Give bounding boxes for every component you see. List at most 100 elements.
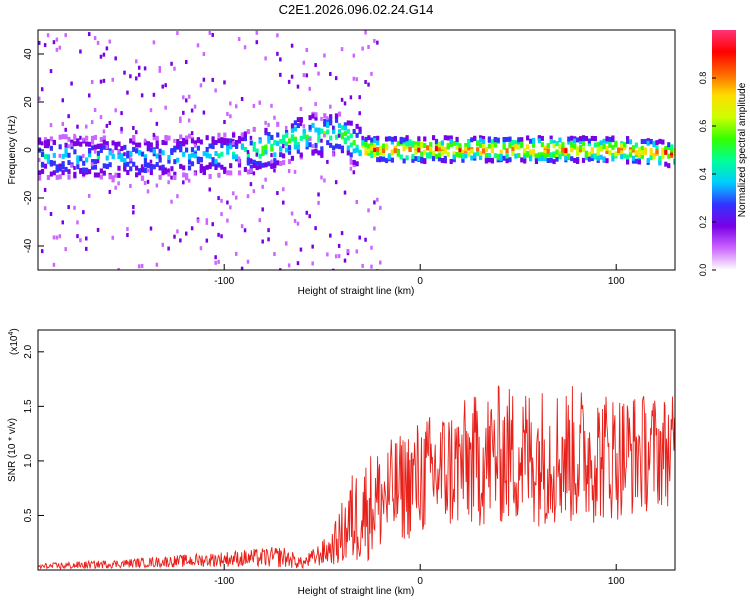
heatmap-cell — [229, 205, 232, 210]
heatmap-cell — [132, 136, 136, 142]
heatmap-cell — [599, 140, 603, 146]
snr-multiplier-base: (x10 — [9, 335, 20, 355]
heatmap-cell — [82, 160, 86, 166]
heatmap-cell — [284, 125, 288, 130]
heatmap-cell — [526, 152, 530, 158]
heatmap-cell — [620, 143, 624, 149]
heatmap-cell — [396, 141, 400, 147]
heatmap-cell — [479, 137, 483, 143]
heatmap-cell — [408, 141, 412, 147]
heatmap-cell — [305, 139, 309, 145]
heatmap-cell — [487, 143, 492, 149]
heatmap-cell — [528, 138, 533, 144]
heatmap-cell — [73, 141, 77, 147]
heatmap-cell — [220, 151, 224, 157]
heatmap-cell — [661, 147, 665, 153]
heatmap-cell — [370, 71, 373, 76]
heatmap-cell — [155, 153, 159, 159]
heatmap-cell — [667, 153, 671, 159]
heatmap-cell — [596, 147, 600, 153]
heatmap-cell — [82, 167, 86, 173]
heatmap-cell — [305, 144, 309, 150]
heatmap-cell — [411, 157, 415, 163]
heatmap-cell — [120, 111, 123, 116]
heatmap-cell — [358, 235, 361, 240]
heatmap-cell — [643, 149, 647, 155]
heatmap-cell — [282, 134, 286, 140]
heatmap-cell — [458, 143, 462, 149]
heatmap-cell — [643, 139, 647, 145]
heatmap-cell — [46, 154, 51, 160]
heatmap-cell — [126, 90, 129, 95]
heatmap-cell — [340, 145, 345, 151]
heatmap-cell — [449, 158, 453, 164]
heatmap-cell — [267, 122, 270, 127]
heatmap-cell — [252, 146, 256, 152]
heatmap-cell — [505, 153, 509, 159]
heatmap-cell — [234, 139, 239, 145]
heatmap-cell — [73, 133, 76, 138]
heatmap-cell — [302, 128, 306, 134]
heatmap-cell — [343, 131, 347, 137]
heatmap-cell — [167, 168, 170, 173]
heatmap-cell — [349, 159, 353, 165]
heatmap-cell — [117, 172, 121, 178]
heatmap-cell — [64, 33, 67, 38]
heatmap-cell — [132, 146, 136, 152]
heatmap-cell — [114, 143, 118, 149]
heatmap-cell — [387, 136, 392, 142]
heatmap-cell — [567, 139, 571, 145]
heatmap-cell — [373, 147, 377, 153]
heatmap-cell — [634, 142, 639, 148]
heatmap-cell — [170, 175, 173, 180]
heatmap-cell — [229, 114, 232, 119]
heatmap-cell — [473, 153, 477, 159]
heatmap-cell — [443, 135, 447, 141]
heatmap-cell — [561, 151, 565, 157]
heatmap-cell — [199, 156, 203, 162]
heatmap-cell — [64, 166, 68, 172]
heatmap-cell — [361, 135, 364, 140]
heatmap-cell — [282, 160, 286, 166]
heatmap-cell — [349, 142, 353, 148]
heatmap-cell — [199, 169, 203, 174]
heatmap-cell — [79, 156, 83, 162]
heatmap-cell — [220, 137, 224, 143]
heatmap-cell — [367, 44, 370, 49]
heatmap-cell — [376, 197, 379, 202]
heatmap-cell — [352, 128, 356, 134]
heatmap-cell — [146, 168, 150, 173]
heatmap-cell — [376, 40, 379, 45]
heatmap-cell — [508, 157, 512, 163]
heatmap-cell — [132, 126, 135, 131]
heatmap-cell — [264, 56, 267, 61]
heatmap-cell — [273, 168, 276, 173]
heatmap-cell — [376, 150, 380, 156]
heatmap-cell — [440, 150, 444, 156]
heatmap-cell — [123, 70, 126, 75]
heatmap-cell — [287, 263, 291, 268]
heatmap-cell — [167, 154, 171, 160]
heatmap-x-axis-label: Height of straight line (km) — [298, 286, 415, 297]
heatmap-cell — [146, 146, 150, 152]
heatmap-cell — [531, 137, 536, 143]
colorbar-tick-label: 0.4 — [698, 168, 708, 181]
heatmap-cell — [526, 135, 530, 141]
heatmap-cell — [46, 175, 51, 181]
heatmap-cell — [282, 187, 285, 192]
heatmap-cell — [40, 152, 45, 158]
heatmap-cell — [573, 157, 577, 163]
heatmap-cell — [599, 145, 603, 151]
heatmap-cell — [237, 156, 241, 161]
heatmap-cell — [546, 143, 550, 149]
heatmap-cell — [290, 74, 294, 79]
heatmap-cell — [38, 175, 42, 181]
snr-multiplier-label: (x104) — [8, 328, 20, 355]
colorbar-gradient — [712, 30, 736, 270]
heatmap-cell — [517, 152, 521, 158]
heatmap-cell — [246, 160, 250, 166]
heatmap-cell — [114, 172, 118, 178]
heatmap-cell — [61, 134, 65, 140]
heatmap-cell — [287, 159, 292, 165]
heatmap-cell — [346, 150, 350, 156]
